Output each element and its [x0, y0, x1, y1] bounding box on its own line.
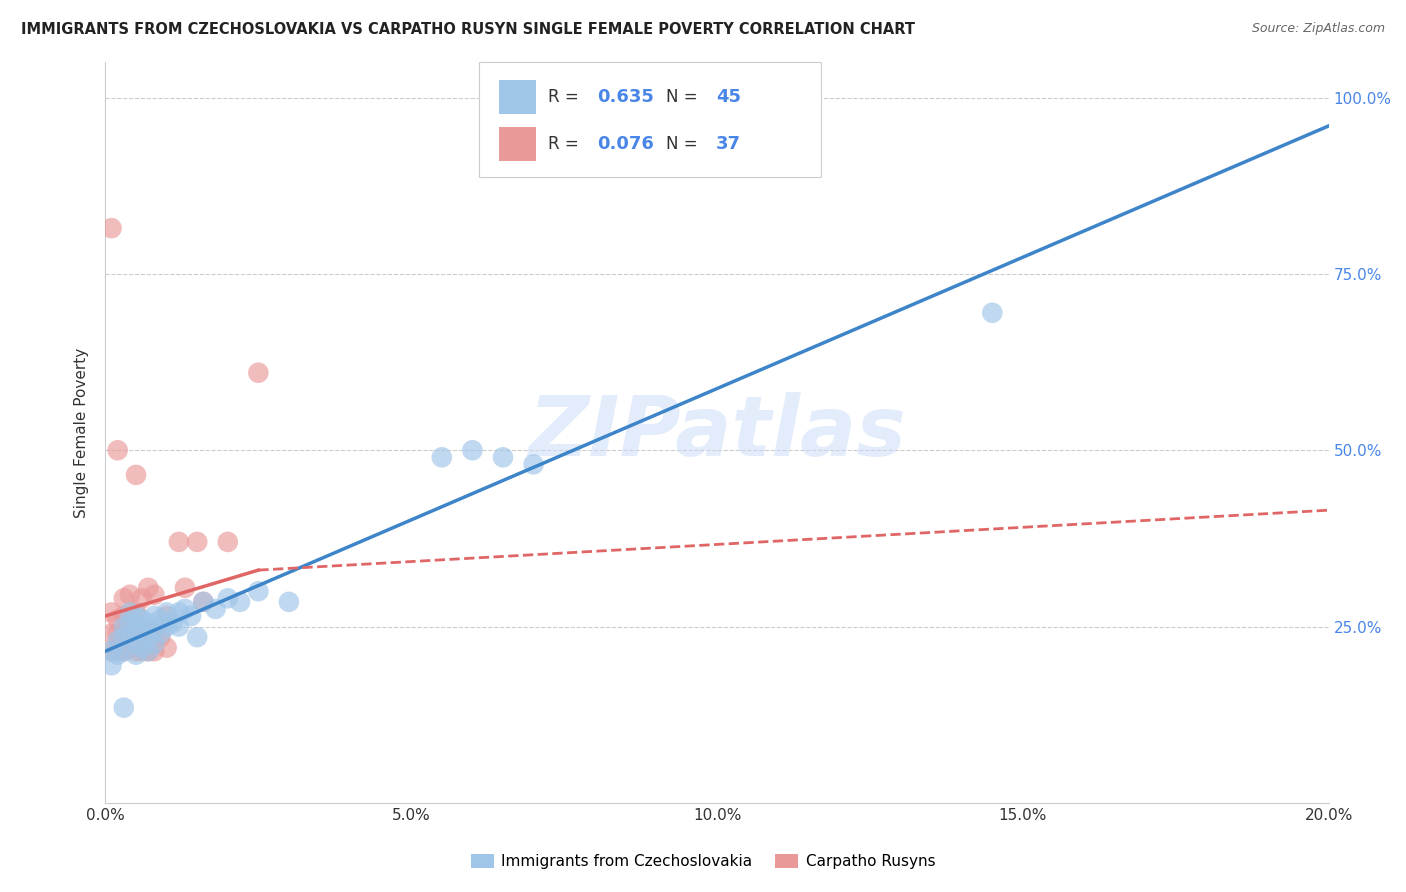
Point: [136, 581, 159, 595]
Point: [167, 619, 190, 633]
Point: [107, 612, 129, 626]
Point: [107, 443, 129, 458]
Point: [174, 581, 197, 595]
Point: [136, 630, 159, 644]
Point: [118, 606, 141, 620]
Text: 0.635: 0.635: [598, 88, 654, 106]
Point: [143, 623, 166, 637]
Point: [131, 626, 153, 640]
Point: [162, 615, 184, 630]
Point: [118, 630, 141, 644]
Point: [100, 658, 122, 673]
Point: [149, 612, 172, 626]
Point: [118, 619, 141, 633]
Point: [100, 606, 122, 620]
Point: [167, 535, 190, 549]
Point: [143, 626, 166, 640]
Point: [247, 366, 270, 380]
Text: 45: 45: [716, 88, 741, 106]
Point: [186, 535, 208, 549]
Y-axis label: Single Female Poverty: Single Female Poverty: [75, 348, 90, 517]
Point: [125, 467, 148, 482]
Point: [112, 591, 135, 606]
Point: [461, 443, 484, 458]
Point: [149, 630, 172, 644]
Point: [112, 644, 135, 658]
Point: [125, 648, 148, 662]
Point: [430, 450, 453, 465]
Point: [217, 591, 239, 606]
Text: Source: ZipAtlas.com: Source: ZipAtlas.com: [1251, 22, 1385, 36]
Point: [136, 644, 159, 658]
Point: [100, 644, 122, 658]
Point: [125, 626, 148, 640]
Point: [131, 640, 153, 655]
Text: 0.076: 0.076: [598, 135, 654, 153]
Point: [107, 644, 129, 658]
Text: N =: N =: [665, 88, 703, 106]
Bar: [499, 80, 536, 114]
Point: [131, 612, 153, 626]
Point: [193, 595, 215, 609]
Point: [143, 588, 166, 602]
Point: [112, 626, 135, 640]
Point: [100, 626, 122, 640]
Point: [107, 648, 129, 662]
Point: [174, 602, 197, 616]
Point: [217, 535, 239, 549]
Point: [136, 644, 159, 658]
Point: [186, 630, 208, 644]
Text: IMMIGRANTS FROM CZECHOSLOVAKIA VS CARPATHO RUSYN SINGLE FEMALE POVERTY CORRELATI: IMMIGRANTS FROM CZECHOSLOVAKIA VS CARPAT…: [21, 22, 915, 37]
Point: [193, 595, 215, 609]
Point: [100, 644, 122, 658]
Point: [112, 700, 135, 714]
Point: [149, 626, 172, 640]
Point: [112, 609, 135, 624]
Point: [523, 458, 546, 472]
Text: ZIPatlas: ZIPatlas: [529, 392, 905, 473]
Point: [278, 595, 301, 609]
Point: [155, 609, 177, 624]
Point: [118, 640, 141, 655]
Point: [118, 615, 141, 630]
Legend: Immigrants from Czechoslovakia, Carpatho Rusyns: Immigrants from Czechoslovakia, Carpatho…: [464, 848, 942, 875]
Point: [131, 644, 153, 658]
Point: [125, 637, 148, 651]
Point: [118, 588, 141, 602]
Point: [125, 609, 148, 624]
Point: [981, 306, 1004, 320]
Text: 37: 37: [716, 135, 741, 153]
Point: [136, 615, 159, 630]
Point: [125, 606, 148, 620]
Point: [125, 644, 148, 658]
Point: [143, 644, 166, 658]
Text: R =: R =: [548, 135, 585, 153]
Point: [112, 619, 135, 633]
Bar: [499, 127, 536, 161]
Point: [112, 630, 135, 644]
FancyBboxPatch shape: [478, 62, 821, 178]
Point: [167, 606, 190, 620]
Text: R =: R =: [548, 88, 585, 106]
Point: [155, 640, 177, 655]
Point: [107, 626, 129, 640]
Point: [143, 609, 166, 624]
Point: [136, 623, 159, 637]
Point: [100, 221, 122, 235]
Point: [131, 591, 153, 606]
Point: [125, 623, 148, 637]
Text: N =: N =: [665, 135, 703, 153]
Point: [155, 606, 177, 620]
Point: [180, 609, 202, 624]
Point: [107, 633, 129, 648]
Point: [229, 595, 252, 609]
Point: [143, 637, 166, 651]
Point: [247, 584, 270, 599]
Point: [204, 602, 226, 616]
Point: [112, 644, 135, 658]
Point: [492, 450, 515, 465]
Point: [155, 619, 177, 633]
Point: [131, 630, 153, 644]
